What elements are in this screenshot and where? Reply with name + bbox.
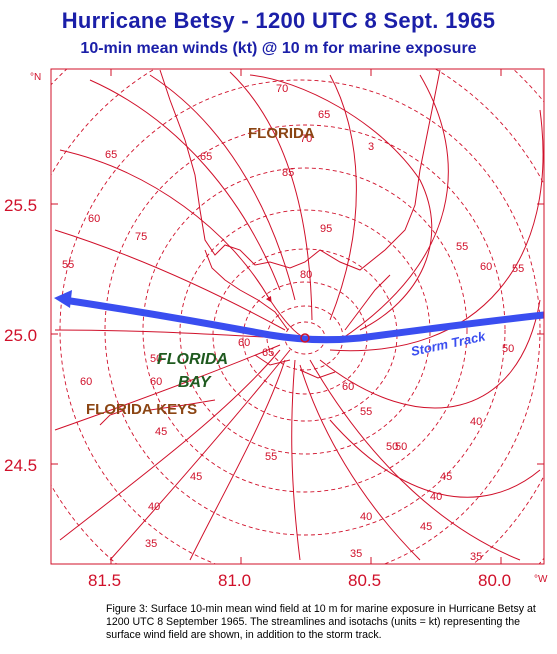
isotach-label: 85 [282,167,294,179]
lat-tick-label: 24.5 [4,456,37,475]
lon-axis [110,69,502,564]
isotach-label: 60 [80,376,92,388]
lat-axis [51,203,544,465]
map-subtitle: 10-min mean winds (kt) @ 10 m for marine… [80,40,477,57]
isotach-label: 60 [480,261,492,273]
isotach-label: 40 [148,501,160,513]
storm-track-arrowhead [54,290,72,308]
lon-tick-label: 80.0 [478,571,511,590]
isotach-label: 60 [88,213,100,225]
lon-unit: °W [534,574,548,585]
isotach-label: 65 [262,347,274,359]
lon-tick-label: 81.5 [88,571,121,590]
isotach-label: 40 [360,511,372,523]
lon-tick-label: 80.5 [348,571,381,590]
isotach-label: 45 [440,471,452,483]
lat-unit: °N [30,72,41,83]
isotach-label: 75 [135,231,147,243]
storm-track [60,296,544,344]
isotach-label: 3 [368,141,374,153]
florida-keys-label: FLORIDA KEYS [86,401,197,418]
isotach-label: 45 [155,426,167,438]
storm-center [300,333,310,343]
isotach-label: 45 [420,521,432,533]
streamlines [54,71,544,561]
isotach-label: 55 [456,241,468,253]
isotach-label: 65 [318,109,330,121]
isotach-label: 60 [342,381,354,393]
isotach-label: 50 [150,353,162,365]
isotach-label: 40 [470,416,482,428]
isotach-label: 50 [386,441,398,453]
isotach-labels: 70 65 60 55 50 45 40 35 85 95 80 75 65 6… [62,83,524,563]
isotach-label: 50 [502,343,514,355]
lon-tick-label: 81.0 [218,571,251,590]
florida-bay-label-1: FLORIDA [157,351,228,368]
isotach-label: 60 [238,337,250,349]
isotach-label: 55 [62,259,74,271]
isotach-label: 35 [145,538,157,550]
isotach-label: 40 [430,491,442,503]
florida-bay-label-2: BAY [178,374,212,391]
lat-tick-label: 25.5 [4,196,37,215]
coastline-islands [99,249,391,426]
isotach-label: 35 [350,548,362,560]
isotach-label: 50 [395,441,407,453]
isotach-label: 95 [320,223,332,235]
isotach-label: 35 [470,551,482,563]
coastline [159,69,441,271]
isotach-label: 60 [150,376,162,388]
isotach-label: 70 [300,133,312,145]
lat-tick-label: 25.0 [4,326,37,345]
map-frame [50,68,545,565]
isotach-label: 55 [265,451,277,463]
isotach-label: 70 [276,83,288,95]
map-title: Hurricane Betsy - 1200 UTC 8 Sept. 1965 [61,8,496,33]
isotach-label: 65 [105,149,117,161]
figure-caption: Figure 3: Surface 10-min mean wind field… [106,603,536,641]
isotach-label: 45 [190,471,202,483]
isotach-label: 55 [512,263,524,275]
florida-label: FLORIDA [248,125,315,142]
isotach-label: 65 [200,151,212,163]
isotach-label: 55 [360,406,372,418]
isotach-label: 80 [300,269,312,281]
